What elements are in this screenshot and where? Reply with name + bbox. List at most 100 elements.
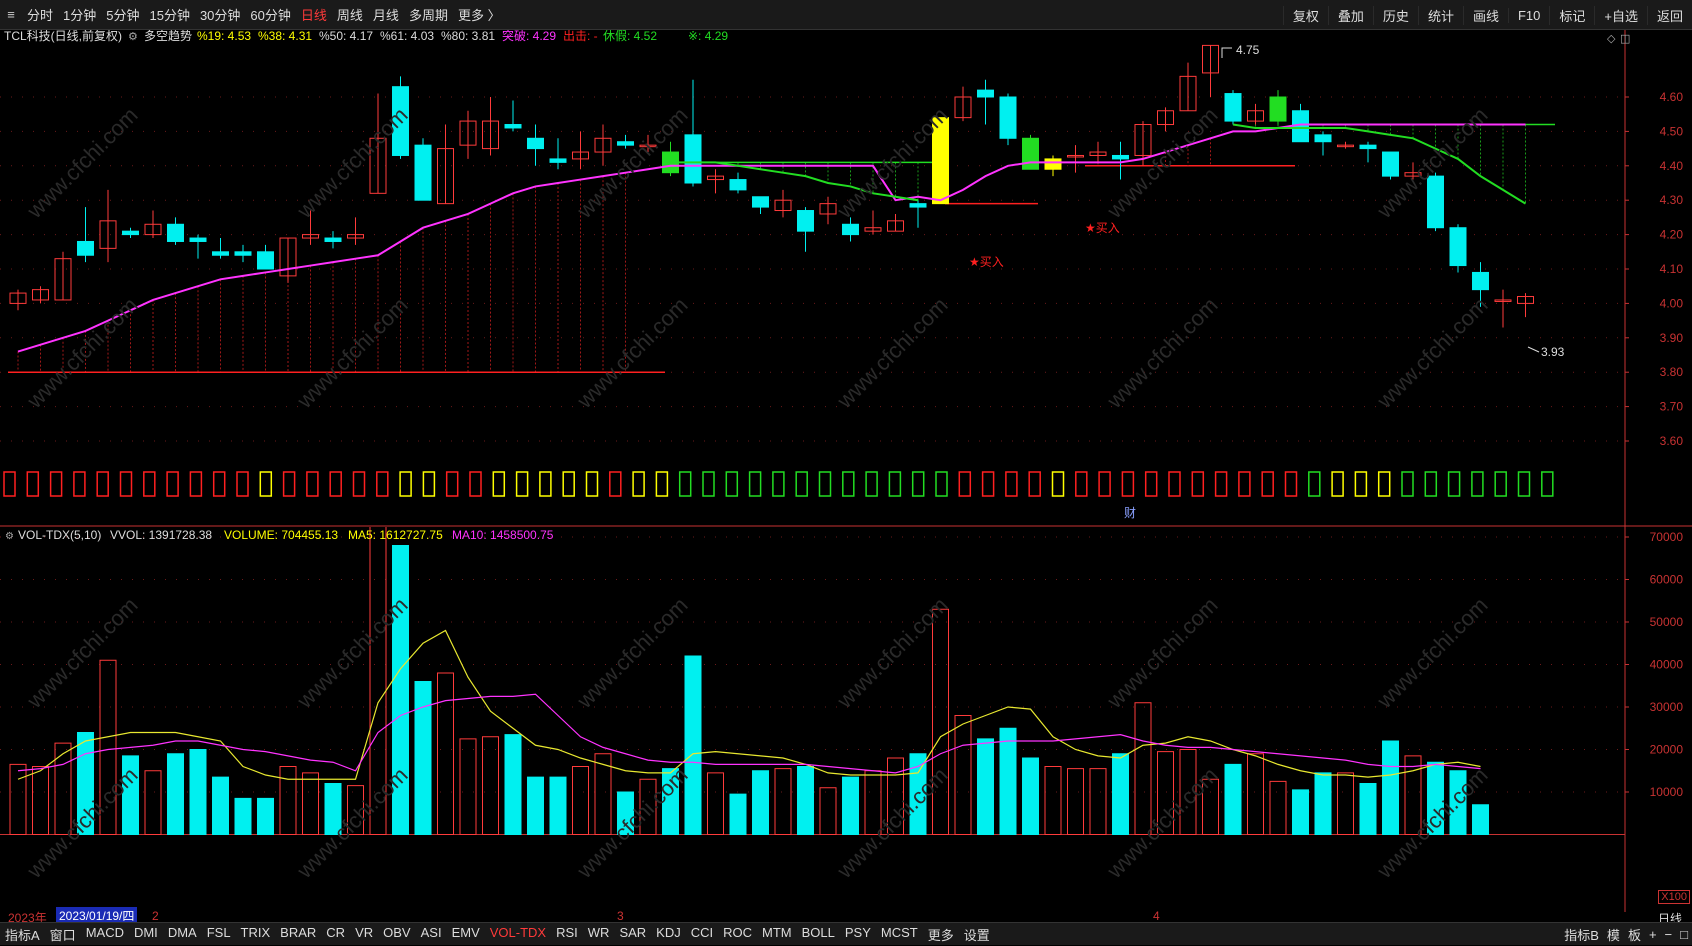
- volume-bar[interactable]: [122, 755, 139, 835]
- candle[interactable]: [639, 134, 657, 153]
- volume-bar[interactable]: [549, 776, 567, 835]
- volume-bar[interactable]: [257, 797, 274, 835]
- candle[interactable]: [482, 97, 499, 156]
- timeframe-5[interactable]: 60分钟: [250, 8, 291, 23]
- volume-bar[interactable]: [279, 766, 297, 835]
- candle[interactable]: [1089, 141, 1107, 163]
- indicator-tab-7[interactable]: VR: [355, 924, 374, 940]
- timeframe-6[interactable]: 日线: [300, 8, 327, 23]
- timeframe-9[interactable]: 多周期: [408, 8, 448, 23]
- volume-bar[interactable]: [1337, 772, 1354, 835]
- candle[interactable]: [954, 86, 972, 122]
- volume-bar[interactable]: [1157, 751, 1174, 835]
- candle[interactable]: [797, 207, 814, 252]
- candle[interactable]: [369, 93, 387, 194]
- candle[interactable]: [1314, 131, 1332, 156]
- candle[interactable]: [527, 124, 544, 166]
- candle[interactable]: [1404, 162, 1422, 180]
- volume-bar[interactable]: [1359, 783, 1377, 835]
- indicator-tab-8[interactable]: OBV: [383, 924, 411, 940]
- indicator-tab-1[interactable]: DMI: [133, 924, 158, 940]
- volume-bar[interactable]: [1404, 755, 1422, 835]
- volume-bar[interactable]: [1224, 763, 1242, 835]
- candle[interactable]: [212, 238, 229, 259]
- volume-bar[interactable]: [617, 791, 634, 835]
- toolbar-button-2[interactable]: 历史: [1372, 5, 1418, 25]
- timeframe-2[interactable]: 5分钟: [106, 8, 140, 23]
- volume-bar[interactable]: [774, 768, 792, 835]
- candle[interactable]: [9, 289, 27, 311]
- candle[interactable]: [1337, 141, 1354, 149]
- volume-bar[interactable]: [302, 772, 319, 835]
- volume-bar[interactable]: [1022, 757, 1039, 835]
- window-icon[interactable]: ◫: [1620, 33, 1630, 45]
- indicator-tab-16[interactable]: CCI: [690, 924, 714, 940]
- candle[interactable]: [1382, 151, 1399, 180]
- candle[interactable]: [1449, 224, 1467, 273]
- volume-bar[interactable]: [977, 738, 994, 835]
- volume-bar[interactable]: [437, 672, 454, 835]
- candle[interactable]: [752, 196, 769, 214]
- candle[interactable]: [1292, 103, 1309, 143]
- candle[interactable]: [189, 234, 207, 259]
- timeframe-0[interactable]: 分时: [27, 8, 54, 23]
- candle[interactable]: [662, 141, 679, 177]
- volume-bar[interactable]: [32, 766, 49, 835]
- indicator-tab-11[interactable]: VOL-TDX: [489, 924, 547, 940]
- candle[interactable]: [459, 110, 477, 159]
- indicator-tab-14[interactable]: SAR: [619, 924, 647, 940]
- volume-bar[interactable]: [864, 770, 882, 835]
- volume-bar[interactable]: [932, 608, 949, 835]
- candle[interactable]: [999, 93, 1017, 146]
- volume-bar[interactable]: [662, 768, 679, 835]
- volume-bar[interactable]: [347, 785, 364, 835]
- candle[interactable]: [549, 138, 567, 170]
- candle[interactable]: [684, 79, 702, 187]
- indicator-tab-22[interactable]: 更多: [927, 927, 954, 943]
- indicator-tab-3[interactable]: FSL: [206, 924, 231, 940]
- candle[interactable]: [617, 134, 634, 149]
- candlestick-chart[interactable]: 4.60 4.50 4.40 4.30 4.20 4.10 4.00 3.90 3.80 3.70…: [0, 30, 1692, 527]
- candle[interactable]: [842, 217, 859, 242]
- volume-bar[interactable]: [77, 732, 94, 835]
- candle[interactable]: [1157, 107, 1174, 132]
- bottom-right-button-2[interactable]: 板: [1627, 928, 1641, 943]
- volume-bar[interactable]: [369, 527, 387, 835]
- candle[interactable]: [707, 169, 724, 194]
- candle[interactable]: [819, 196, 837, 225]
- toolbar-button-5[interactable]: F10: [1507, 7, 1549, 23]
- candle[interactable]: [144, 210, 162, 239]
- volume-bar[interactable]: [594, 753, 612, 835]
- volume-bar[interactable]: [9, 763, 27, 835]
- volume-bar[interactable]: [99, 659, 117, 835]
- bottom-right-button-5[interactable]: □: [1680, 927, 1688, 942]
- candle[interactable]: [32, 286, 49, 304]
- candle[interactable]: [257, 244, 274, 270]
- bottom-right-button-1[interactable]: 模: [1606, 928, 1620, 943]
- volume-bar[interactable]: [414, 681, 432, 835]
- indicator-tab-0[interactable]: MACD: [85, 924, 124, 940]
- volume-bar[interactable]: [1044, 766, 1062, 835]
- candle[interactable]: [392, 76, 409, 159]
- candle[interactable]: [1044, 155, 1062, 177]
- indicator-tab-13[interactable]: WR: [587, 924, 610, 940]
- volume-bar[interactable]: [707, 772, 724, 835]
- candle[interactable]: [977, 79, 994, 125]
- indicator-tab-17[interactable]: ROC: [723, 924, 753, 940]
- candle[interactable]: [77, 207, 94, 263]
- volume-bar[interactable]: [189, 749, 207, 835]
- candle[interactable]: [1224, 90, 1242, 125]
- candle[interactable]: [1112, 141, 1129, 180]
- candle[interactable]: [54, 251, 72, 301]
- volume-bar[interactable]: [1202, 778, 1219, 835]
- volume-chart[interactable]: 70000 60000 50000 40000 30000 20000 10000 ⚙ VOL…: [0, 527, 1692, 912]
- volume-bar[interactable]: [842, 776, 859, 835]
- candle[interactable]: [302, 210, 319, 245]
- volume-bar[interactable]: [752, 770, 769, 835]
- toolbar-button-4[interactable]: 画线: [1462, 5, 1508, 25]
- volume-bar[interactable]: [504, 734, 522, 835]
- volume-bar[interactable]: [684, 655, 702, 835]
- candle[interactable]: [1247, 103, 1264, 125]
- menu-grip-icon[interactable]: ≡: [7, 7, 15, 22]
- toolbar-button-8[interactable]: 返回: [1646, 5, 1692, 25]
